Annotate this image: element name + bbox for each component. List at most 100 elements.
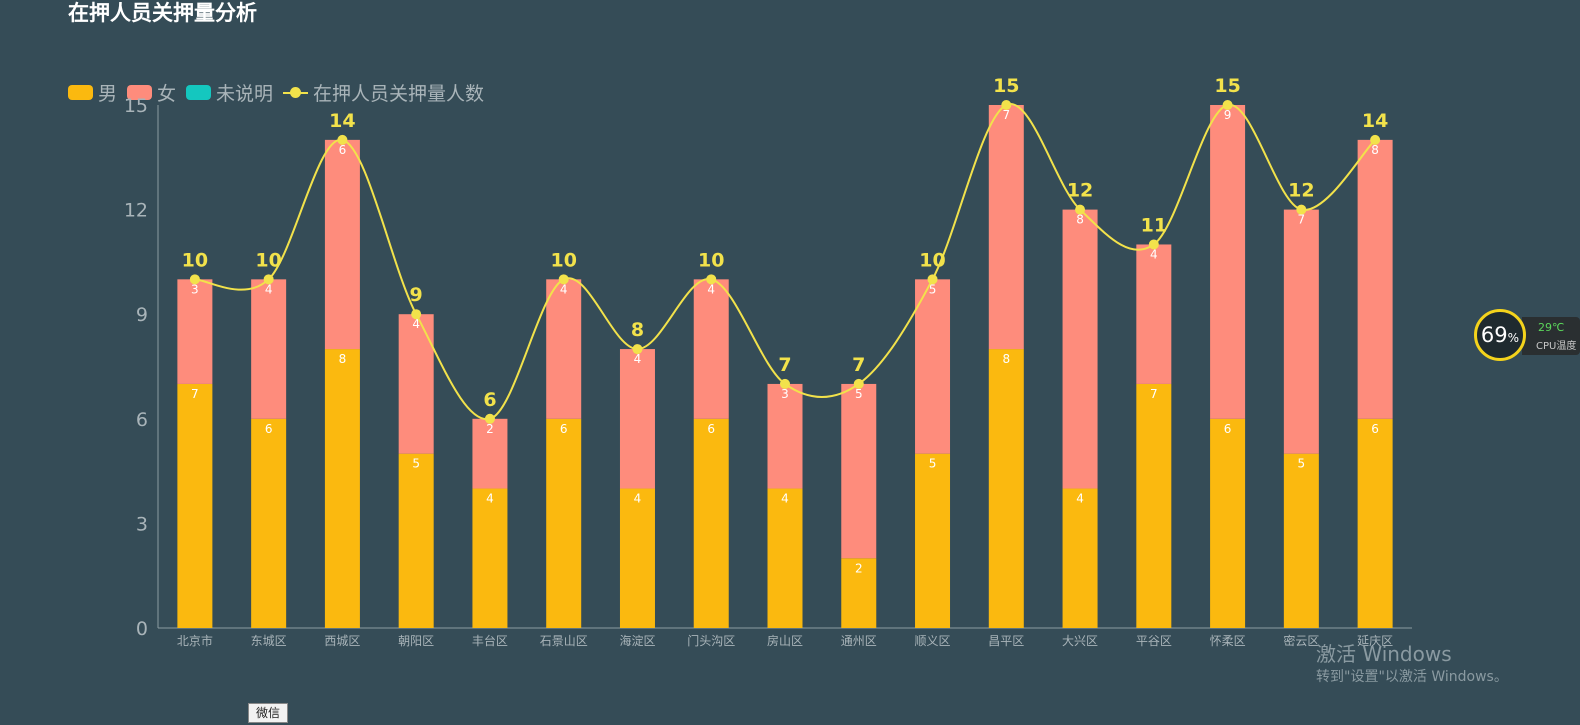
bar-female [1210,105,1246,419]
x-tick-label: 门头沟区 [687,633,735,648]
bar-male [546,418,582,628]
total-point [927,274,938,285]
x-tick-label: 丰台区 [472,633,508,648]
bar-label-female: 7 [1298,213,1306,227]
bar-female [915,279,951,454]
legend-item-total[interactable]: 在押人员关押量人数 [283,79,484,106]
bar-male [1283,453,1319,628]
total-point [189,274,200,285]
bar-label-male: 8 [339,352,347,366]
total-point [1001,100,1012,110]
bar-label-female: 4 [560,282,568,296]
total-data-label: 10 [182,249,208,271]
total-data-label: 12 [1067,180,1093,202]
x-tick-label: 通州区 [841,634,877,648]
bar-male [324,349,360,628]
bar-label-female: 8 [1371,143,1379,157]
chart-title: 在押人员关押量分析 [68,1,257,25]
bar-female [841,383,877,559]
total-point [411,309,422,320]
chart-legend: 男 女 未说明 在押人员关押量人数 [68,78,484,106]
bar-label-male: 6 [1224,422,1232,436]
bar-label-male: 7 [191,387,199,401]
bar-female [988,105,1024,350]
legend-item-male[interactable]: 男 [68,79,117,106]
cpu-gadget[interactable]: 69% 29℃ CPU温度 [1472,307,1580,367]
total-data-label: 7 [852,354,865,376]
total-data-label: 14 [1362,110,1388,132]
activation-watermark-subtitle: 转到"设置"以激活 Windows。 [1316,669,1508,685]
bar-male [1357,418,1393,628]
bar-female [251,279,287,419]
total-point [484,413,495,424]
cpu-usage-unit: % [1507,331,1520,345]
total-data-label: 14 [329,110,355,132]
bar-female [767,383,803,489]
bar-female [398,314,434,454]
bar-label-male: 6 [265,422,273,436]
total-data-label: 10 [550,249,576,271]
bar-label-female: 3 [191,282,199,296]
bar-label-male: 4 [1076,492,1084,506]
total-point [1296,204,1307,215]
total-data-label: 10 [919,249,945,271]
legend-label-male: 男 [98,82,118,105]
bar-male [251,418,287,628]
x-tick-label: 平谷区 [1136,634,1172,648]
bar-male [1210,418,1246,628]
x-tick-label: 北京市 [177,633,213,648]
y-tick-label: 6 [136,409,148,431]
y-tick-label: 12 [124,200,148,222]
total-point [853,378,864,389]
bar-male [841,558,877,628]
bar-label-male: 6 [560,422,568,436]
bar-label-male: 5 [929,457,937,471]
bar-male [619,488,655,628]
bar-female [1283,209,1319,454]
total-data-label: 15 [993,75,1019,97]
bar-female [1357,139,1393,419]
total-point [780,378,790,389]
bar-female [693,279,729,419]
bar-male [472,488,508,628]
x-tick-label: 房山区 [767,633,803,648]
bar-male [988,349,1024,628]
bar-female [472,418,508,489]
bar-male [177,383,213,628]
bar-label-male: 4 [781,492,789,506]
bar-female [1062,209,1098,489]
bar-label-female: 8 [1076,213,1084,227]
total-point [337,134,348,145]
wechat-tooltip: 微信 [248,703,288,723]
x-tick-label: 延庆区 [1357,634,1393,648]
legend-label-female: 女 [157,82,177,105]
total-data-label: 6 [483,389,496,411]
bar-label-female: 5 [929,282,937,296]
x-tick-label: 朝阳区 [398,634,434,648]
total-point [558,274,569,285]
bar-label-male: 8 [1002,352,1010,366]
total-point [1148,239,1159,250]
legend-item-female[interactable]: 女 [127,79,176,106]
x-tick-label: 海淀区 [619,633,655,648]
bar-label-female: 4 [265,282,273,296]
cpu-usage-value: 69 [1480,323,1508,347]
total-point [706,274,717,285]
bar-label-female: 2 [486,422,494,436]
bar-male [767,488,803,628]
total-data-label: 7 [778,354,791,376]
legend-item-unspecified[interactable]: 未说明 [186,79,273,106]
bar-female [1136,244,1172,384]
activation-watermark-title: 激活 Windows [1316,642,1452,666]
total-point [263,274,274,285]
cpu-temp-label: CPU温度 [1536,341,1577,352]
x-tick-label: 怀柔区 [1210,634,1246,648]
bar-label-female: 6 [339,143,347,157]
total-point [1075,204,1086,215]
bar-label-male: 4 [634,492,642,506]
total-data-label: 10 [255,249,281,271]
total-point [1370,134,1381,145]
x-tick-label: 密云区 [1283,633,1319,648]
total-data-label: 8 [631,319,644,341]
total-data-label: 11 [1141,214,1167,236]
